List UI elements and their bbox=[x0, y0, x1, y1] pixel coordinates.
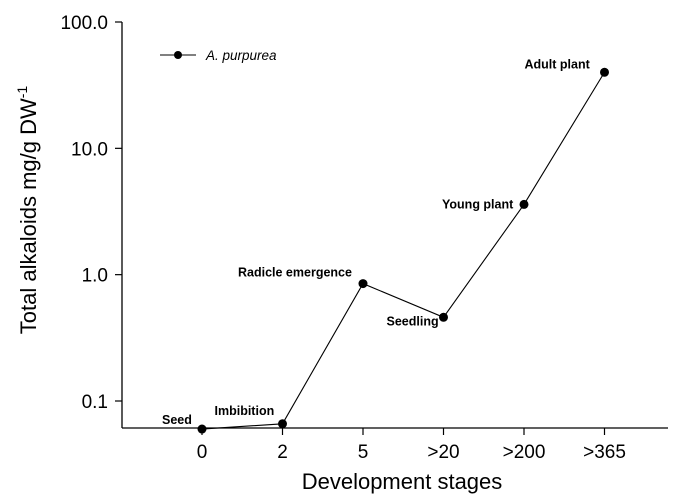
annotation-label: Imbibition bbox=[215, 404, 275, 418]
x-tick-label: >20 bbox=[427, 442, 459, 463]
y-tick-label: 1.0 bbox=[82, 266, 108, 287]
annotation-label: Adult plant bbox=[525, 57, 591, 71]
ticks: 0.1 1.0 10.0 100.0 0 2 5 >20 >200 >365 bbox=[60, 13, 625, 463]
series-group bbox=[197, 67, 609, 434]
x-tick-label: 5 bbox=[358, 442, 369, 463]
annotation-label: Seed bbox=[162, 413, 192, 427]
annotation-label: Radicle emergence bbox=[238, 266, 352, 280]
x-tick-label: 0 bbox=[197, 442, 208, 463]
data-point bbox=[278, 419, 287, 429]
legend-label: A. purpurea bbox=[205, 48, 277, 63]
series-line bbox=[201, 71, 605, 430]
y-tick-label: 100.0 bbox=[60, 13, 108, 34]
y-axis-title: Total alkaloids mg/g DW-1 bbox=[14, 86, 41, 335]
y-tick-label: 10.0 bbox=[71, 139, 108, 160]
legend-marker bbox=[174, 51, 182, 59]
legend: A. purpurea bbox=[160, 48, 277, 63]
annotation-label: Seedling bbox=[387, 314, 439, 328]
y-tick-label: 0.1 bbox=[82, 392, 108, 413]
x-axis-title: Development stages bbox=[302, 469, 503, 494]
x-tick-label: >365 bbox=[583, 442, 626, 463]
annotations-group: Seed Imbibition Radicle emergence Seedling Y… bbox=[162, 57, 591, 427]
axes bbox=[121, 22, 668, 429]
data-point bbox=[197, 424, 207, 434]
y-axis-title-text: Total alkaloids mg/g DW bbox=[16, 98, 41, 334]
annotation-label: Young plant bbox=[442, 197, 514, 211]
x-tick-label: 2 bbox=[277, 442, 288, 463]
y-axis-title-superscript: -1 bbox=[14, 86, 30, 99]
data-point bbox=[600, 67, 609, 77]
data-point bbox=[439, 312, 448, 322]
data-point bbox=[358, 279, 368, 289]
data-point bbox=[519, 199, 529, 209]
x-tick-label: >200 bbox=[503, 442, 546, 463]
